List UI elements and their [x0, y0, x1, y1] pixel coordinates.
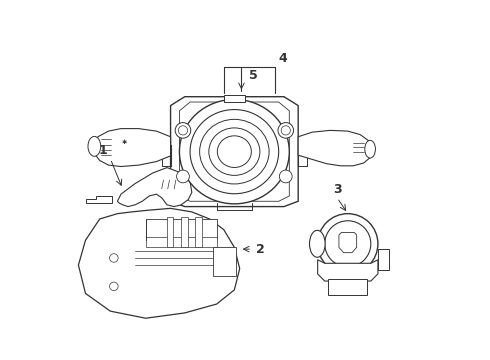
Ellipse shape — [365, 140, 375, 158]
Ellipse shape — [110, 282, 118, 291]
Bar — [328, 279, 368, 295]
Text: 4: 4 — [279, 52, 288, 65]
Ellipse shape — [179, 99, 289, 204]
Polygon shape — [318, 260, 378, 281]
Text: ✱: ✱ — [122, 140, 127, 145]
Text: 2: 2 — [256, 243, 265, 256]
Ellipse shape — [218, 136, 251, 167]
Ellipse shape — [279, 170, 292, 183]
Bar — [196, 217, 202, 247]
Bar — [213, 247, 236, 276]
Polygon shape — [298, 130, 372, 166]
Ellipse shape — [190, 109, 279, 194]
Text: 3: 3 — [333, 183, 342, 196]
Ellipse shape — [178, 126, 188, 135]
Ellipse shape — [88, 136, 101, 156]
Text: 5: 5 — [248, 69, 257, 82]
Ellipse shape — [175, 123, 191, 138]
Ellipse shape — [281, 126, 291, 135]
Bar — [181, 217, 188, 247]
Bar — [167, 217, 173, 247]
Polygon shape — [93, 129, 171, 167]
Ellipse shape — [199, 120, 269, 184]
Bar — [224, 95, 245, 102]
Bar — [378, 249, 389, 270]
Bar — [146, 237, 217, 247]
Ellipse shape — [310, 230, 325, 257]
Ellipse shape — [176, 170, 189, 183]
Text: 1: 1 — [99, 144, 108, 157]
Polygon shape — [118, 168, 192, 207]
Ellipse shape — [209, 128, 260, 175]
Ellipse shape — [278, 123, 294, 138]
Polygon shape — [78, 208, 240, 318]
Bar — [146, 219, 217, 240]
Polygon shape — [85, 196, 112, 203]
Ellipse shape — [318, 214, 378, 274]
Ellipse shape — [325, 221, 371, 267]
Polygon shape — [339, 233, 357, 253]
Ellipse shape — [110, 254, 118, 262]
Polygon shape — [171, 97, 298, 207]
